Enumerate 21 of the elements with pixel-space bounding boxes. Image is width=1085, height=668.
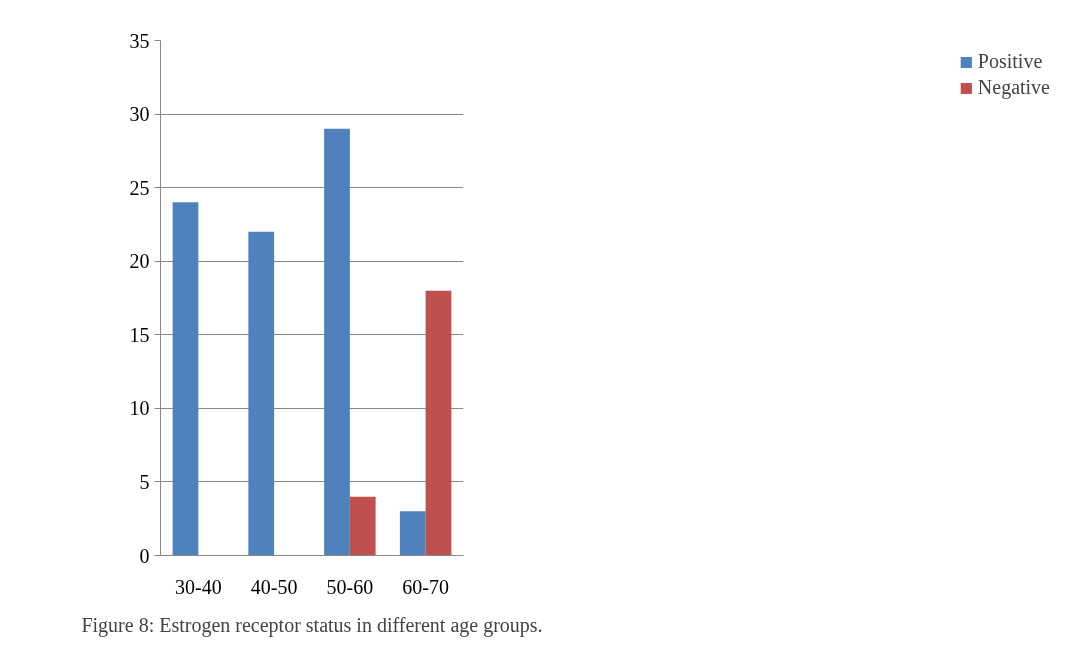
x-tick-label: 50-60 xyxy=(326,575,374,598)
y-tick-label: 15 xyxy=(129,323,150,346)
legend-label: Negative xyxy=(977,76,1050,99)
bar xyxy=(324,128,350,556)
bar xyxy=(349,496,376,556)
y-tick-label: 30 xyxy=(129,103,150,126)
bar xyxy=(399,511,426,556)
y-tick-label: 25 xyxy=(129,176,150,199)
bar xyxy=(172,202,199,556)
legend-label: Positive xyxy=(977,50,1043,73)
x-tick-label: 40-50 xyxy=(250,575,298,598)
caption: Figure 8: Estrogen receptor status in different age groups. xyxy=(81,613,543,637)
y-tick-label: 35 xyxy=(129,29,150,52)
y-tick-label: 0 xyxy=(139,544,150,567)
y-tick-label: 10 xyxy=(129,397,150,420)
bar xyxy=(248,231,275,556)
y-tick-label: 20 xyxy=(129,250,150,273)
x-tick-label: 30-40 xyxy=(175,575,222,598)
bar xyxy=(425,290,452,556)
y-tick-label: 5 xyxy=(139,470,150,493)
x-tick-label: 60-70 xyxy=(402,575,449,598)
